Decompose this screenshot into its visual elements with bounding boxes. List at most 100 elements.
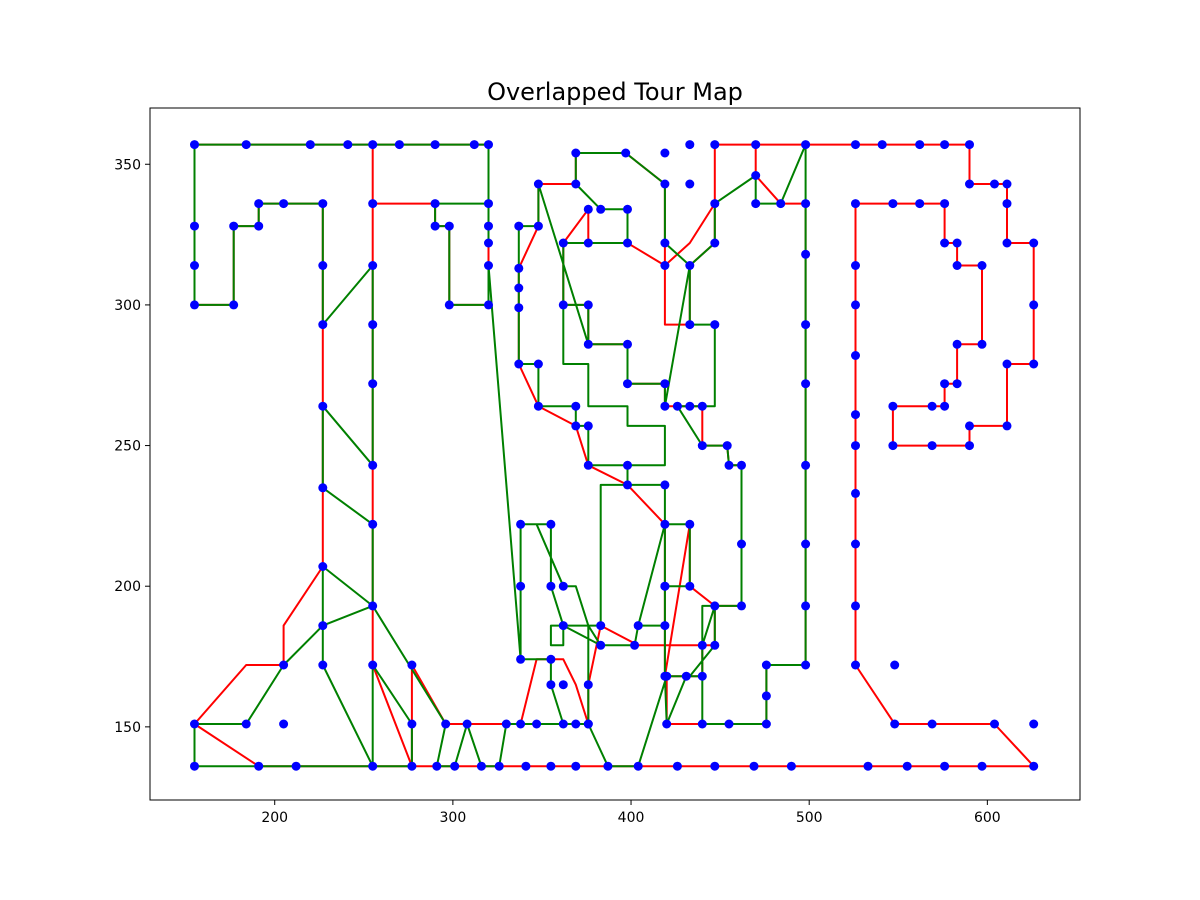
city-point [851,660,860,670]
city-point [241,719,251,729]
city-point [444,300,454,310]
city-point [583,339,593,349]
city-point [571,421,581,431]
chart-title: Overlapped Tour Map [487,78,743,106]
city-point [229,300,239,310]
city-point [965,140,974,150]
city-point [583,421,593,431]
city-point [1002,238,1012,248]
city-point [877,140,887,150]
city-point [494,761,504,771]
city-point [710,140,720,150]
city-point [254,761,264,771]
city-point [952,379,962,389]
city-point [241,140,251,150]
city-point [685,581,695,591]
city-point [546,581,556,591]
city-point [685,140,695,150]
city-point [801,140,811,150]
city-point [660,621,670,631]
city-point [571,719,581,729]
tour-line-2 [193,143,807,768]
city-point [596,640,606,650]
city-point [851,441,860,451]
city-point [583,204,593,214]
city-point [254,221,264,231]
city-point [776,199,786,209]
city-point [851,300,860,310]
city-point [660,671,670,681]
city-point [623,204,632,214]
city-point [685,519,695,529]
city-point [633,621,643,631]
city-point [318,562,328,571]
city-point [516,654,526,664]
city-point [1029,719,1039,729]
city-point [407,761,417,771]
city-point [484,221,493,231]
city-point [801,379,811,389]
city-point [484,261,493,270]
city-point [305,140,315,150]
city-point [229,221,239,231]
city-point [533,179,543,189]
city-point [368,261,378,270]
city-point [623,238,632,248]
city-point [801,460,811,470]
city-point [516,581,526,591]
city-point [279,199,289,209]
city-point [660,261,670,270]
city-point [190,140,199,150]
city-point [927,401,937,411]
city-point [801,249,811,259]
city-point [484,140,493,150]
city-point [533,221,543,231]
city-point [851,261,860,270]
city-point [660,379,670,389]
y-tick-label: 250 [114,439,141,455]
city-point [851,140,860,150]
city-point [430,199,440,209]
city-point [915,199,925,209]
city-point [710,320,720,330]
city-point [660,480,670,490]
city-point [737,460,746,470]
city-point [318,199,328,209]
city-point [965,441,974,451]
city-point [672,761,682,771]
city-point [851,410,860,420]
city-point [533,401,543,411]
city-point [851,199,860,209]
city-point [558,680,568,690]
city-point [343,140,353,150]
city-point [583,238,593,248]
city-point [952,238,962,248]
city-point [558,621,568,631]
city-point [571,761,581,771]
city-point [697,640,707,650]
city-point [851,351,860,360]
y-tick-label: 300 [114,298,141,314]
city-point [749,761,759,771]
y-tick-label: 200 [114,579,141,595]
city-point [484,199,493,209]
city-point [279,719,289,729]
city-point [660,179,670,189]
city-point [254,199,264,209]
city-point [633,761,643,771]
city-point [851,601,860,611]
city-point [532,719,542,729]
city-point [516,719,526,729]
city-point [940,401,950,411]
city-point [623,480,632,490]
city-point [514,221,524,231]
city-point [583,680,593,690]
city-point [890,660,900,670]
city-point [558,300,568,310]
city-point [681,671,691,681]
city-point [1002,179,1012,189]
city-point [546,519,556,529]
city-point [484,238,493,248]
city-point [977,761,987,771]
